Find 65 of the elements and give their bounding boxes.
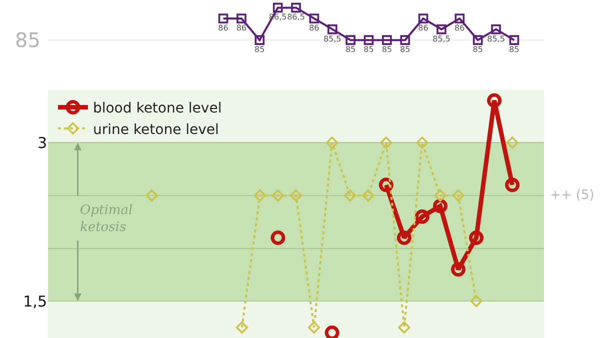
data-label: 86 <box>418 24 428 32</box>
point <box>380 136 392 149</box>
point <box>432 198 448 214</box>
y-tick-label: 3 <box>37 134 47 152</box>
data-label: 86 <box>454 24 465 32</box>
point <box>487 93 502 108</box>
point <box>309 14 320 24</box>
point <box>327 24 338 34</box>
point <box>491 24 501 34</box>
point <box>308 321 320 334</box>
data-label: 86,5 <box>287 12 305 22</box>
point <box>470 294 482 308</box>
point <box>218 14 228 24</box>
point <box>472 35 483 45</box>
y-tick-label: 1,5 <box>23 292 47 310</box>
point <box>291 2 301 13</box>
point <box>509 35 520 45</box>
point <box>254 189 266 202</box>
point <box>382 35 392 45</box>
data-label: 85 <box>254 45 265 54</box>
point <box>272 2 283 13</box>
point <box>362 189 374 202</box>
data-label: 86 <box>218 24 228 32</box>
point <box>344 189 356 202</box>
data-label: 86 <box>236 24 247 32</box>
point <box>270 230 286 245</box>
data-label: 85 <box>382 45 392 54</box>
legend-label: blood ketone level <box>92 100 222 117</box>
data-label: 85 <box>509 45 520 54</box>
point <box>452 189 464 202</box>
data-label: 85,5 <box>432 34 450 44</box>
point <box>326 136 338 149</box>
band-label: Optimal ketosis <box>80 203 133 235</box>
point <box>416 136 428 149</box>
point <box>254 35 265 45</box>
point <box>364 35 374 45</box>
point <box>434 189 446 202</box>
point <box>436 24 446 34</box>
point <box>400 35 410 45</box>
data-label: 85 <box>364 45 374 54</box>
point <box>236 321 248 334</box>
point <box>346 35 356 45</box>
point <box>272 189 284 202</box>
data-label: 85 <box>472 45 483 54</box>
point <box>324 325 340 338</box>
point <box>505 178 520 192</box>
data-label: 85,5 <box>487 34 505 44</box>
data-label: 85 <box>345 45 356 54</box>
data-label: 85,5 <box>323 34 342 44</box>
legend-label: urine ketone level <box>92 122 219 138</box>
point <box>290 189 302 202</box>
point <box>414 209 430 224</box>
text: ++ (5) <box>550 188 594 203</box>
point <box>396 230 412 245</box>
point <box>506 136 518 149</box>
point <box>454 14 465 24</box>
point <box>398 321 410 334</box>
point <box>469 230 484 245</box>
point <box>236 14 246 24</box>
point <box>450 262 466 277</box>
point <box>418 14 428 24</box>
data-label: 86 <box>309 24 320 32</box>
ref-line-label: 85 <box>15 28 40 52</box>
point <box>146 189 158 202</box>
data-label: 85 <box>400 45 410 54</box>
